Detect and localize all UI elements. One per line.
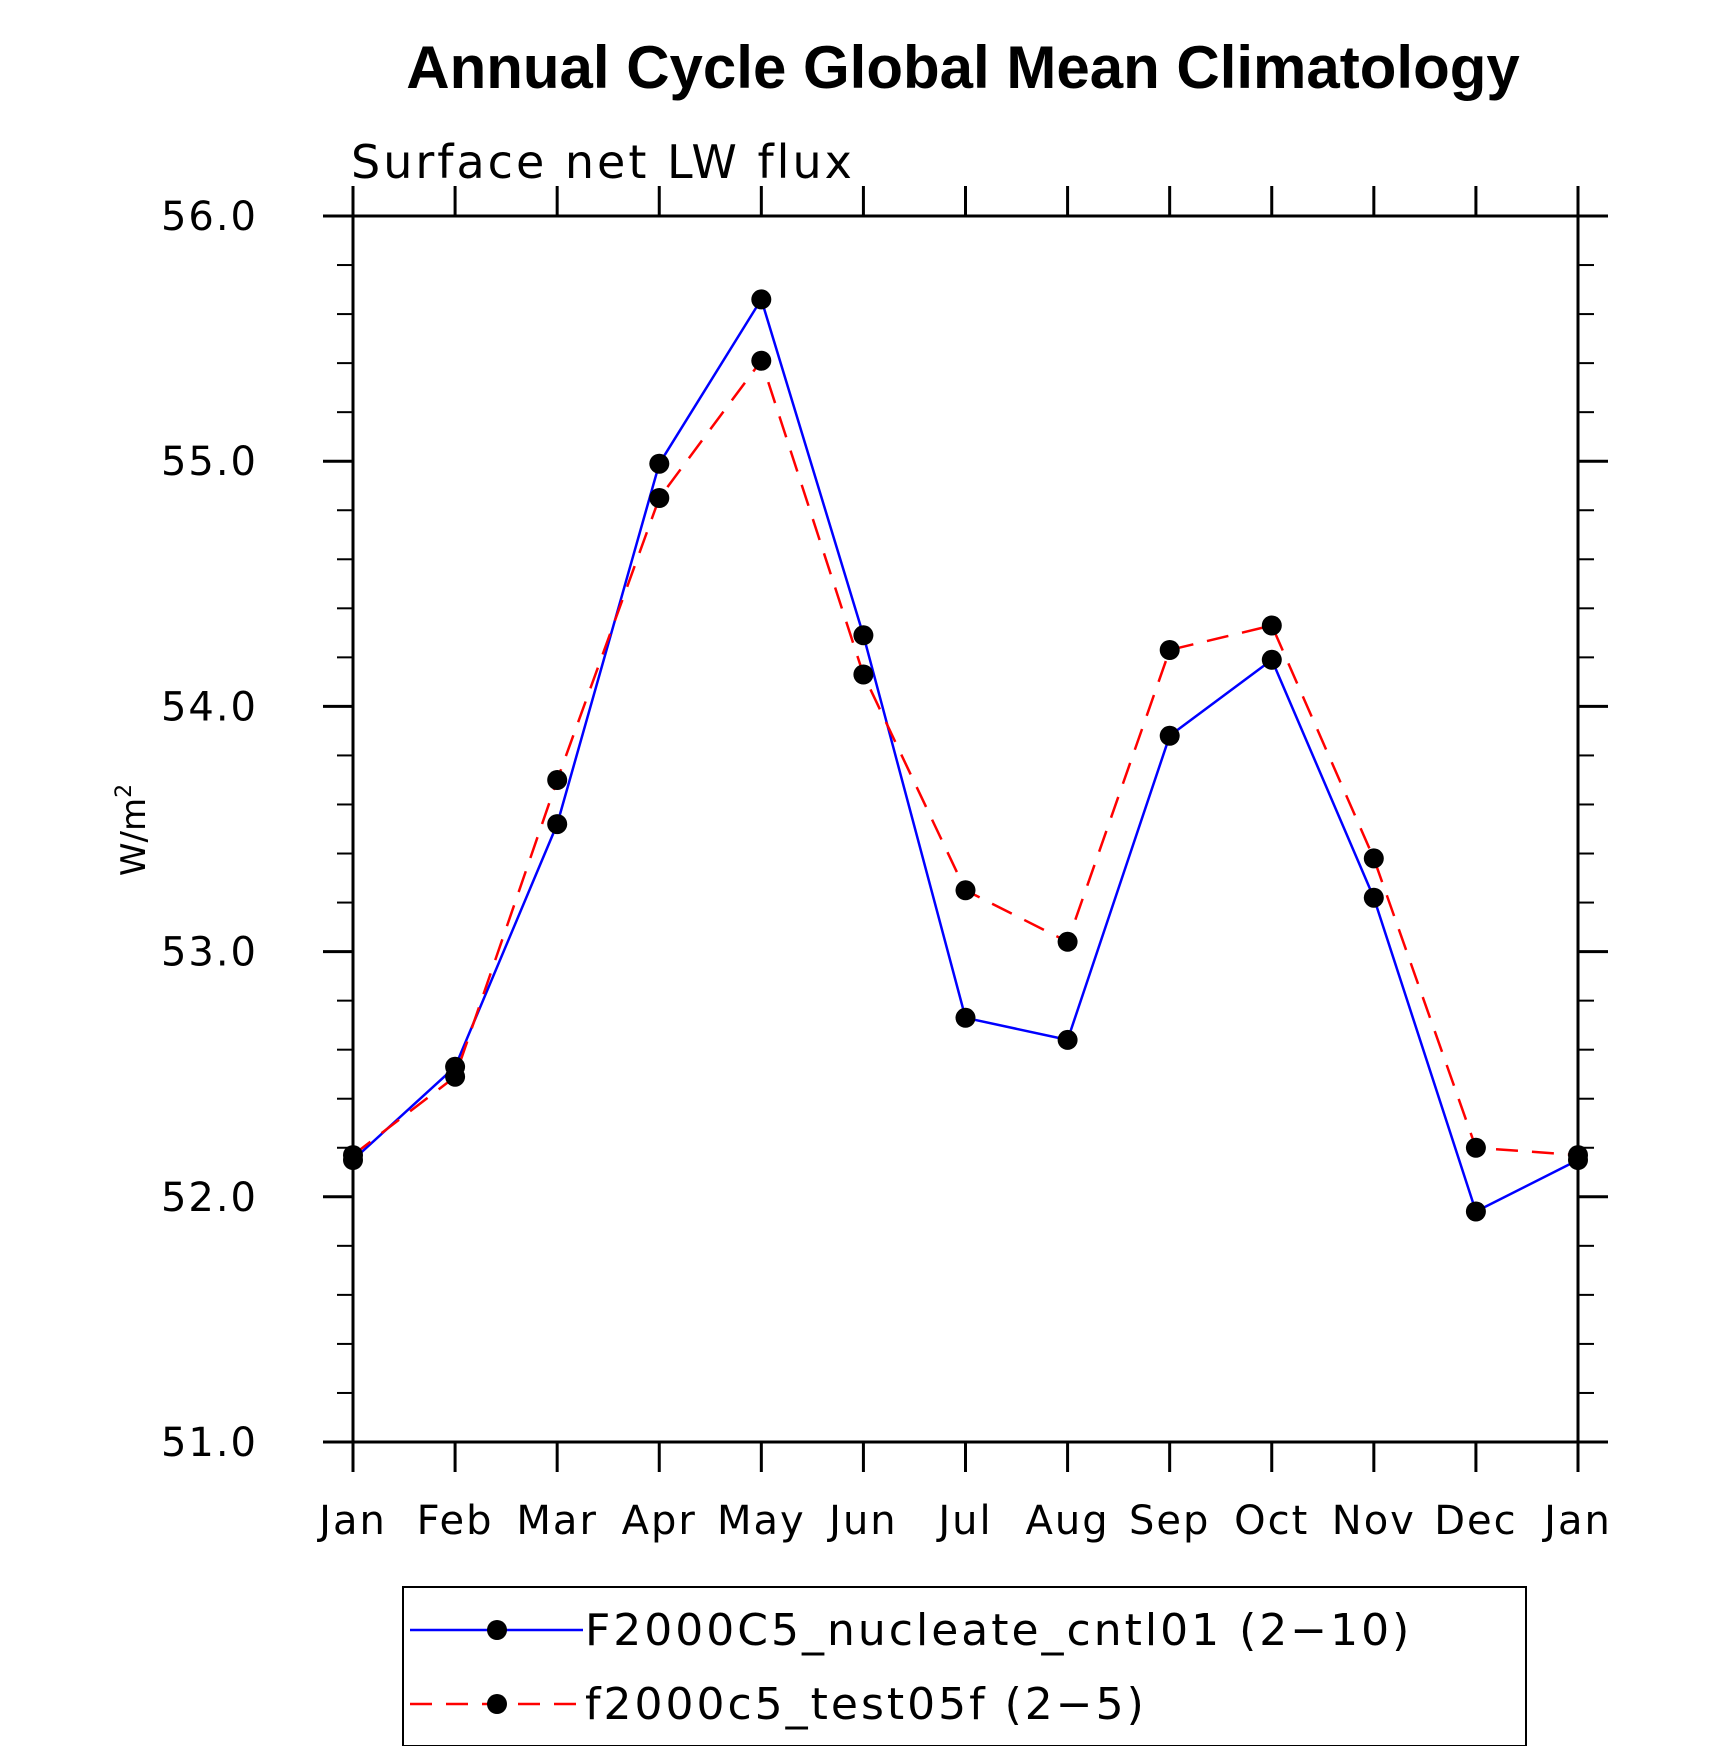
x-tick-label: Nov — [1332, 1498, 1416, 1544]
data-point-series-1 — [1465, 1201, 1486, 1222]
x-tick-label: Feb — [417, 1498, 494, 1544]
legend-marker-series-1 — [487, 1620, 507, 1640]
y-tick-label: 54.0 — [161, 684, 258, 730]
data-point-series-2 — [547, 770, 568, 790]
data-point-series-1 — [853, 625, 874, 646]
x-tick-label: Jul — [935, 1498, 992, 1544]
series-lines — [352, 298, 1579, 1213]
x-tick-label: Oct — [1234, 1498, 1309, 1544]
y-tick-label: 52.0 — [161, 1175, 258, 1221]
data-point-series-2 — [1568, 1145, 1588, 1166]
data-point-series-2 — [1057, 931, 1078, 952]
data-point-series-2 — [1363, 848, 1384, 869]
data-point-series-2 — [445, 1066, 466, 1087]
x-tick-label: Sep — [1129, 1498, 1210, 1544]
data-point-series-1 — [1159, 725, 1180, 746]
series-line-1 — [352, 298, 1579, 1213]
y-tick-label: 55.0 — [161, 439, 258, 485]
axis-ticks — [323, 186, 1608, 1472]
chart-subtitle: Surface net LW flux — [351, 135, 855, 189]
x-tick-label: May — [717, 1498, 806, 1544]
plot-frame — [351, 214, 1580, 1444]
data-point-series-2 — [853, 664, 874, 685]
chart-title: Annual Cycle Global Mean Climatology — [406, 34, 1520, 101]
y-axis-label: W/m2 — [112, 784, 154, 876]
legend-entry-series-2: f2000c5_test05f (2−5) — [410, 1679, 1147, 1730]
legend-marker-series-2 — [487, 1694, 507, 1714]
data-point-series-1 — [751, 289, 772, 310]
y-tick-label: 56.0 — [161, 194, 258, 240]
x-tick-label: Apr — [622, 1498, 697, 1544]
x-tick-label: Mar — [516, 1498, 597, 1544]
x-tick-label: Jan — [1541, 1498, 1612, 1544]
y-tick-label: 51.0 — [161, 1420, 258, 1466]
data-point-series-1 — [547, 814, 568, 835]
legend-entry-series-1: F2000C5_nucleate_cntl01 (2−10) — [410, 1605, 1412, 1656]
x-tick-label: Jun — [826, 1498, 898, 1544]
data-point-series-1 — [1261, 649, 1282, 670]
data-point-series-2 — [649, 488, 670, 508]
legend-box — [402, 1586, 1527, 1746]
data-point-series-2 — [955, 880, 976, 901]
y-axis-label-base: W/m — [114, 798, 154, 876]
series-markers — [343, 289, 1588, 1222]
data-point-series-2 — [751, 350, 772, 371]
legend: F2000C5_nucleate_cntl01 (2−10) f2000c5_t… — [402, 1586, 1527, 1746]
y-axis-label-exponent: 2 — [112, 784, 137, 798]
x-tick-label: Jan — [316, 1498, 387, 1544]
data-point-series-2 — [1159, 640, 1180, 660]
series-line-2 — [352, 359, 1579, 1157]
x-tick-label: Dec — [1434, 1498, 1517, 1544]
legend-label-series-1: F2000C5_nucleate_cntl01 (2−10) — [585, 1605, 1412, 1656]
data-point-series-1 — [955, 1007, 976, 1028]
data-point-series-1 — [649, 453, 670, 474]
legend-label-series-2: f2000c5_test05f (2−5) — [585, 1679, 1147, 1730]
data-point-series-1 — [1057, 1029, 1078, 1050]
data-point-series-2 — [1465, 1137, 1486, 1158]
data-point-series-1 — [1363, 887, 1384, 908]
y-axis-tick-labels: 51.0 52.0 53.0 54.0 55.0 56.0 — [161, 194, 258, 1466]
y-tick-label: 53.0 — [161, 930, 258, 976]
data-point-series-2 — [343, 1145, 363, 1166]
data-point-series-2 — [1261, 615, 1282, 636]
x-tick-label: Aug — [1026, 1498, 1110, 1544]
x-axis-tick-labels: Jan Feb Mar Apr May Jun Jul Aug Sep Oct Nov Dec Jan — [316, 1498, 1612, 1544]
